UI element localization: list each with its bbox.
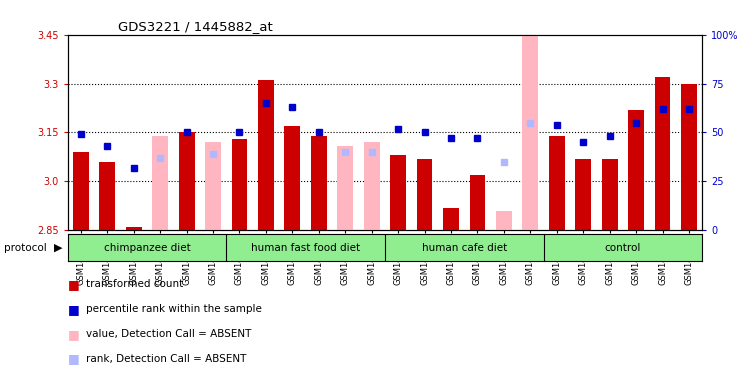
Bar	[125, 227, 142, 230]
Bar	[285, 126, 300, 230]
Text: value, Detection Call = ABSENT: value, Detection Call = ABSENT	[86, 329, 252, 339]
Bar	[602, 159, 617, 230]
Text: protocol: protocol	[4, 243, 47, 253]
Text: chimpanzee diet: chimpanzee diet	[104, 243, 190, 253]
Text: ■: ■	[68, 353, 80, 366]
Bar	[258, 80, 274, 230]
Text: human fast food diet: human fast food diet	[251, 243, 360, 253]
Bar	[311, 136, 327, 230]
Bar	[337, 146, 353, 230]
Bar	[99, 162, 115, 230]
Text: ■: ■	[68, 303, 80, 316]
Bar	[681, 84, 697, 230]
Text: transformed count: transformed count	[86, 279, 183, 289]
Bar	[655, 77, 671, 230]
Bar	[417, 159, 433, 230]
Text: ■: ■	[68, 278, 80, 291]
Text: ■: ■	[68, 328, 80, 341]
Bar	[523, 35, 538, 230]
Text: control: control	[605, 243, 641, 253]
Text: human cafe diet: human cafe diet	[421, 243, 507, 253]
Bar	[391, 156, 406, 230]
Bar	[628, 110, 644, 230]
Bar	[73, 152, 89, 230]
Bar	[443, 208, 459, 230]
Text: GDS3221 / 1445882_at: GDS3221 / 1445882_at	[119, 20, 273, 33]
Bar	[363, 142, 379, 230]
Text: ▶: ▶	[54, 243, 62, 253]
Bar	[496, 211, 512, 230]
Text: percentile rank within the sample: percentile rank within the sample	[86, 304, 262, 314]
Bar	[549, 136, 565, 230]
Bar	[575, 159, 591, 230]
Bar	[469, 175, 485, 230]
Bar	[152, 136, 168, 230]
Bar	[179, 132, 195, 230]
Bar	[231, 139, 247, 230]
Text: rank, Detection Call = ABSENT: rank, Detection Call = ABSENT	[86, 354, 247, 364]
Bar	[205, 142, 221, 230]
